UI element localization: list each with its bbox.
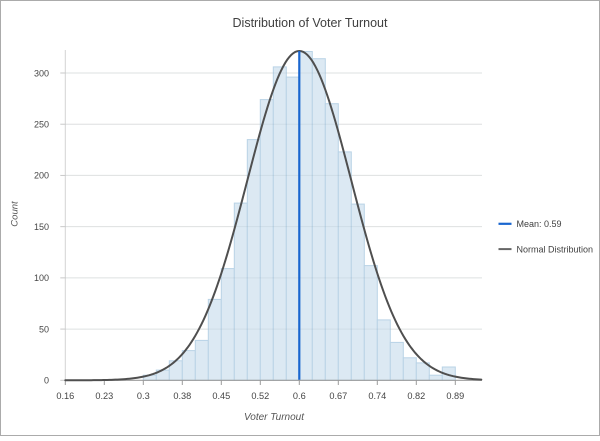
svg-text:150: 150 <box>34 222 49 232</box>
svg-text:0.74: 0.74 <box>368 391 386 401</box>
svg-text:0.89: 0.89 <box>446 391 464 401</box>
svg-text:200: 200 <box>34 171 49 181</box>
svg-text:Normal Distribution: Normal Distribution <box>517 244 594 254</box>
svg-text:0.3: 0.3 <box>137 391 150 401</box>
svg-text:250: 250 <box>34 120 49 130</box>
svg-text:0.52: 0.52 <box>251 391 269 401</box>
svg-text:0.16: 0.16 <box>56 391 74 401</box>
svg-text:0.67: 0.67 <box>329 391 347 401</box>
svg-text:Count: Count <box>10 201 21 227</box>
svg-text:Mean: 0.59: Mean: 0.59 <box>517 219 562 229</box>
svg-text:Distribution of Voter Turnout: Distribution of Voter Turnout <box>233 16 388 30</box>
svg-text:0: 0 <box>44 376 49 386</box>
svg-text:Voter Turnout: Voter Turnout <box>244 412 305 423</box>
svg-text:0.38: 0.38 <box>173 391 191 401</box>
svg-text:50: 50 <box>39 324 49 334</box>
svg-text:100: 100 <box>34 273 49 283</box>
svg-text:0.23: 0.23 <box>95 391 113 401</box>
svg-text:0.6: 0.6 <box>293 391 306 401</box>
svg-text:0.45: 0.45 <box>212 391 230 401</box>
svg-text:0.82: 0.82 <box>407 391 425 401</box>
svg-text:300: 300 <box>34 68 49 78</box>
